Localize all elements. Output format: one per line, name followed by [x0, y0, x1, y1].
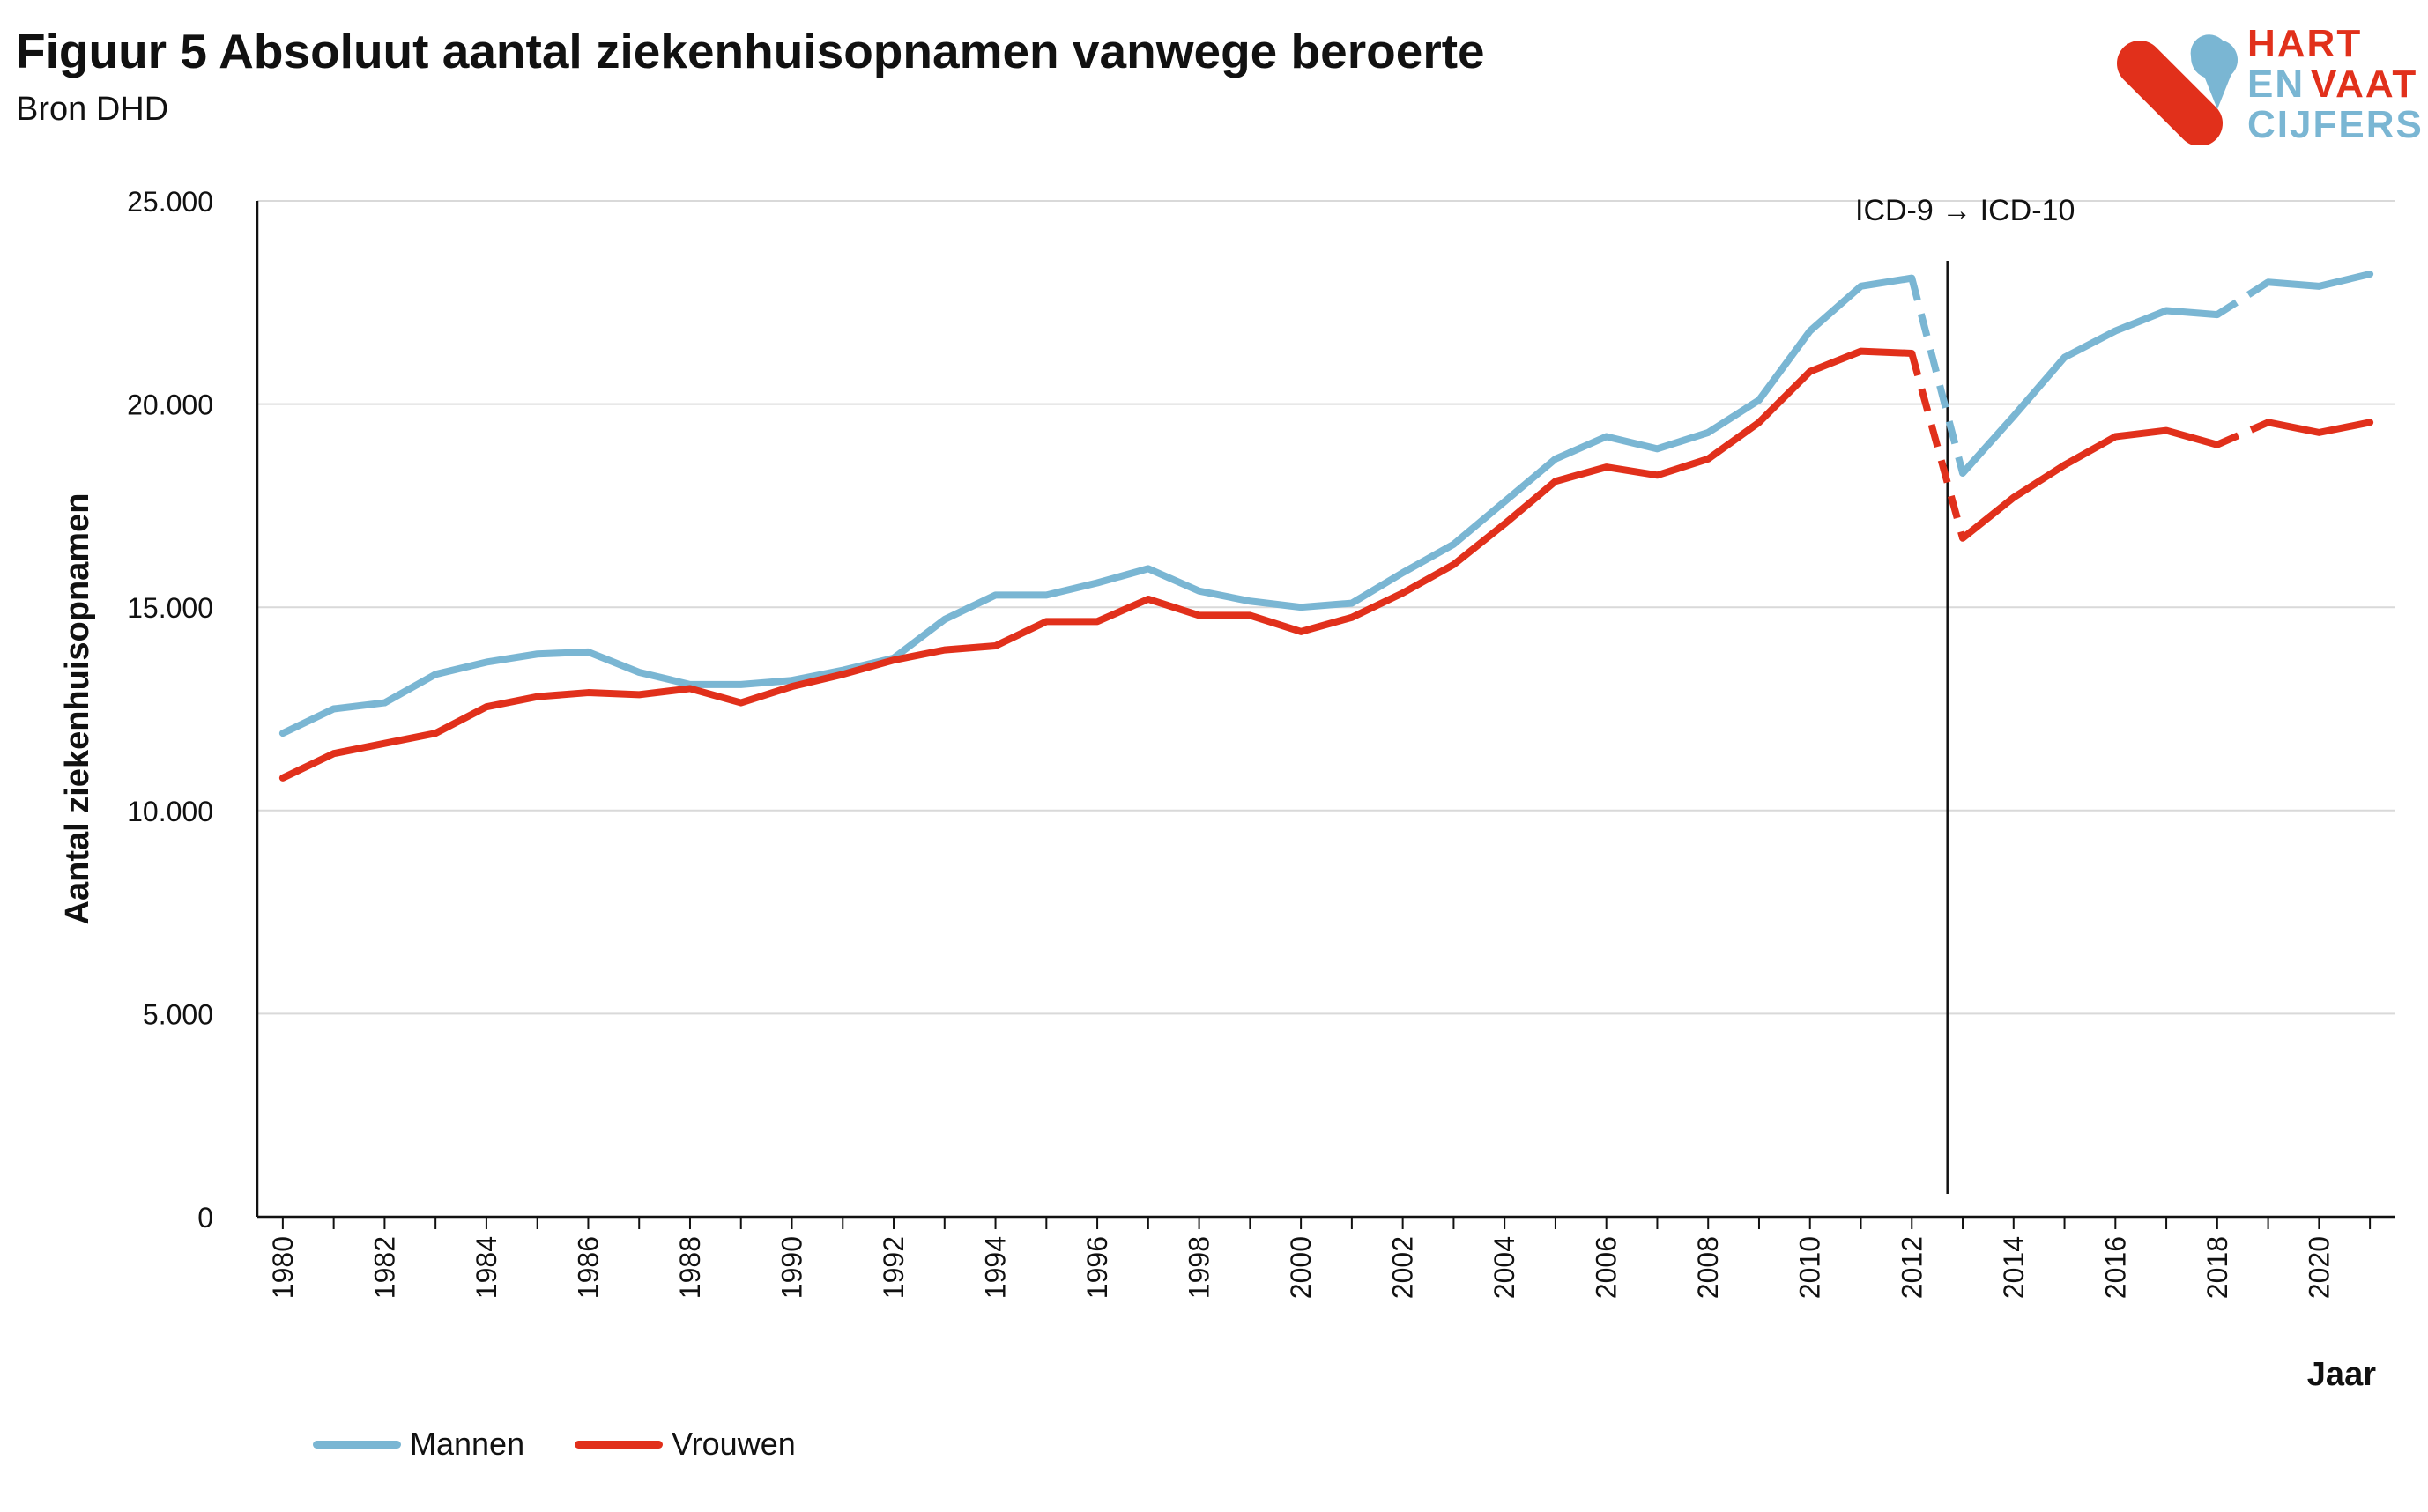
logo-text-cijfers: CIJFERS [2247, 103, 2424, 146]
x-tick-label: 2014 [1998, 1236, 2030, 1299]
x-tick-label: 2004 [1489, 1236, 1520, 1299]
x-tick-label: 1982 [368, 1236, 400, 1299]
series-dashed-segment-mannen [2215, 278, 2270, 318]
logo-text-vaat: VAAT [2311, 63, 2418, 106]
series-line-mannen [2264, 271, 2374, 290]
hart-en-vaat-cijfers-logo: HART EN VAAT CIJFERS [2115, 21, 2422, 145]
series-dashed-segment-vrouwen [1908, 352, 1966, 539]
y-tick-label: 15.000 [127, 592, 213, 624]
x-tick-label: 1984 [471, 1236, 502, 1299]
series-line-vrouwen [278, 347, 1916, 782]
legend-label-vrouwen: Vrouwen [672, 1426, 796, 1462]
legend-swatch-mannen [313, 1440, 401, 1449]
x-tick-label: 2008 [1692, 1236, 1724, 1299]
legend-label-mannen: Mannen [410, 1426, 525, 1462]
series-line-mannen [1959, 307, 2221, 478]
x-tick-label: 2006 [1591, 1236, 1622, 1299]
chart-title: Figuur 5 Absoluut aantal ziekenhuisopnam… [16, 24, 1485, 78]
series-line-vrouwen [2264, 419, 2374, 436]
logo-text-en: EN [2247, 63, 2305, 106]
series-dashed-segment-mannen [1908, 277, 1966, 475]
x-tick-label: 1990 [776, 1236, 808, 1299]
x-tick-label: 2018 [2202, 1236, 2233, 1299]
x-tick-label: 1988 [674, 1236, 706, 1299]
series-dashed-segment-vrouwen [2216, 419, 2270, 448]
x-tick-label: 1994 [980, 1236, 1012, 1299]
x-tick-label: 1998 [1184, 1236, 1215, 1299]
y-tick-label: 10.000 [127, 796, 213, 827]
series-line-vrouwen [1959, 426, 2221, 542]
x-tick-label: 2020 [2303, 1236, 2335, 1299]
x-tick-label: 1986 [572, 1236, 604, 1299]
legend-item-mannen: Mannen [313, 1426, 524, 1463]
icd-annotation-label: ICD-9 → ICD-10 [1855, 194, 2075, 227]
x-tick-label: 1992 [878, 1236, 910, 1299]
y-tick-label: 0 [197, 1202, 213, 1234]
x-tick-label: 1980 [267, 1236, 299, 1299]
x-tick-label: 2016 [2099, 1236, 2131, 1299]
legend-item-vrouwen: Vrouwen [575, 1426, 796, 1463]
x-axis-title: Jaar [2307, 1356, 2376, 1393]
y-tick-label: 5.000 [143, 998, 213, 1030]
y-tick-label: 25.000 [127, 186, 213, 218]
y-axis-title: Aantal ziekenhuisopnamen [59, 493, 96, 925]
x-tick-label: 2010 [1794, 1236, 1826, 1299]
logo-mark-icon [2117, 34, 2238, 145]
x-tick-label: 2002 [1387, 1236, 1419, 1299]
x-tick-label: 2000 [1285, 1236, 1317, 1299]
x-tick-label: 1996 [1081, 1236, 1113, 1299]
series-line-mannen [278, 274, 1916, 737]
chart-subtitle: Bron DHD [16, 91, 169, 128]
y-tick-label: 20.000 [127, 389, 213, 421]
legend-swatch-vrouwen [575, 1440, 663, 1449]
x-tick-label: 2012 [1896, 1236, 1927, 1299]
logo-text-hart: HART [2247, 22, 2363, 65]
